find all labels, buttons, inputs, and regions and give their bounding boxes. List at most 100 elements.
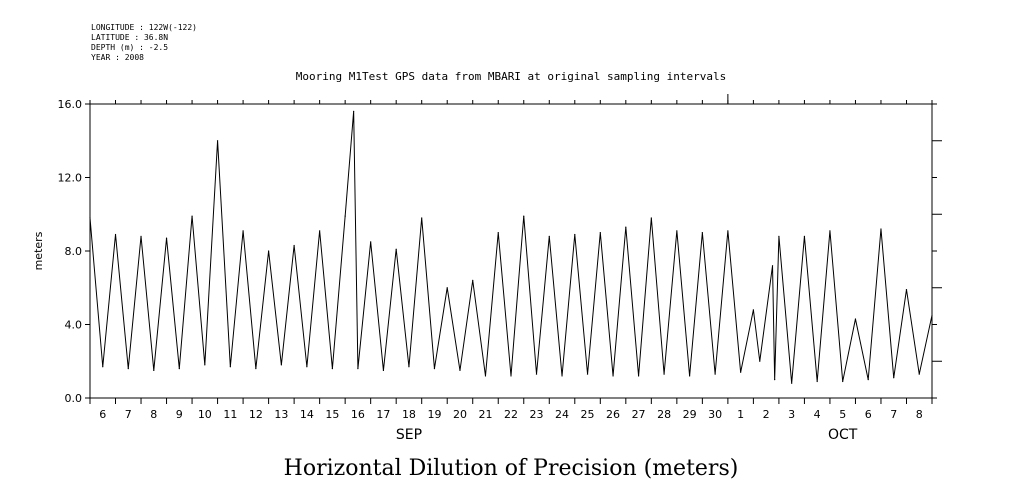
data-point (586, 373, 589, 375)
data-point (382, 369, 385, 372)
y-tick-label: 12.0 (58, 172, 83, 185)
x-tick-label: 7 (125, 408, 132, 421)
data-point (714, 373, 716, 375)
x-tick-label: 8 (916, 408, 923, 421)
data-point (191, 215, 193, 217)
data-point (255, 368, 257, 370)
data-point (816, 380, 818, 383)
x-tick-label: 25 (581, 408, 595, 421)
tick-labels: 0.04.08.012.016.06 7 8 9 10 11 12 13 14 15 16 17 18 1… (58, 98, 923, 443)
y-tick-label: 4.0 (65, 319, 83, 332)
x-tick-label: 7 (890, 408, 897, 421)
data-point (178, 368, 180, 370)
data-point (842, 380, 844, 383)
x-tick-label: 15 (325, 408, 339, 421)
data-point (535, 373, 538, 375)
data-point (446, 287, 448, 289)
data-point (612, 375, 614, 377)
data-point (102, 366, 104, 368)
x-tick-label: 13 (274, 408, 288, 421)
data-point (637, 375, 640, 377)
data-point (395, 248, 397, 250)
data-point (140, 235, 142, 237)
y-tick-label: 0.0 (65, 392, 83, 405)
data-point (918, 373, 920, 375)
data-point (905, 288, 908, 291)
data-point (771, 265, 774, 267)
data-point (931, 314, 933, 316)
latitude-label: LATITUDE : 36.8N (91, 33, 168, 42)
x-tick-label: 11 (223, 408, 237, 421)
data-point (625, 226, 627, 228)
data-point (676, 230, 678, 232)
data-point (663, 373, 665, 375)
data-point (829, 230, 831, 232)
longitude-label: LONGITUDE : 122W(-122) (91, 23, 197, 32)
data-point (701, 232, 703, 234)
x-tick-label: 14 (300, 408, 314, 421)
data-point (89, 217, 91, 219)
x-tick-label: 20 (453, 408, 467, 421)
y-tick-label: 16.0 (58, 98, 83, 111)
x-tick-label: 18 (402, 408, 416, 421)
x-tick-label: 27 (632, 408, 646, 421)
data-point (153, 369, 155, 372)
data-point (867, 379, 869, 381)
depth-label: DEPTH (m) : -2.5 (91, 43, 168, 52)
data-point (484, 375, 487, 377)
data-point (216, 140, 219, 142)
data-point (893, 377, 895, 379)
data-point (574, 233, 576, 236)
data-point (353, 110, 355, 112)
data-point (472, 279, 474, 281)
x-tick-label: 24 (555, 408, 569, 421)
data-point (561, 375, 563, 377)
x-tick-label: 9 (176, 408, 183, 421)
data-point (727, 230, 729, 232)
data-point (114, 233, 117, 236)
data-point (791, 382, 793, 384)
x-tick-label: 21 (478, 408, 492, 421)
x-tick-label: 4 (814, 408, 821, 421)
data-point (854, 318, 857, 320)
x-tick-label: 5 (839, 408, 846, 421)
month-label: OCT (828, 427, 858, 443)
x-tick-label: 26 (606, 408, 620, 421)
data-point (759, 360, 761, 362)
data-point (510, 375, 512, 377)
data-point (268, 250, 270, 252)
data-point (459, 369, 461, 372)
series-layer (89, 110, 933, 384)
x-tick-label: 3 (788, 408, 795, 421)
y-axis-label: meters (32, 231, 45, 270)
x-tick-label: 23 (530, 408, 544, 421)
data-point (740, 371, 742, 373)
data-point (319, 230, 321, 232)
data-point (433, 368, 436, 370)
x-tick-label: 30 (708, 408, 722, 421)
axis-ticks (85, 94, 942, 404)
x-tick-label: 19 (427, 408, 441, 421)
data-point (523, 215, 525, 217)
data-point (408, 366, 410, 368)
data-point (229, 366, 231, 368)
x-tick-label: 10 (198, 408, 212, 421)
month-label: SEP (396, 427, 422, 443)
x-tick-label: 2 (763, 408, 770, 421)
data-point (331, 368, 333, 370)
x-tick-label: 8 (150, 408, 157, 421)
hdop-series-line (89, 111, 933, 384)
data-point (370, 241, 372, 243)
x-tick-label: 22 (504, 408, 518, 421)
data-point (752, 309, 754, 311)
x-tick-label: 29 (683, 408, 697, 421)
data-point (127, 368, 129, 370)
data-point (306, 366, 308, 368)
data-point (778, 235, 780, 237)
year-label: YEAR : 2008 (91, 53, 144, 62)
data-point (421, 217, 423, 219)
data-point (774, 379, 776, 381)
data-point (689, 375, 691, 377)
y-tick-label: 8.0 (65, 245, 83, 258)
x-tick-label: 17 (376, 408, 390, 421)
